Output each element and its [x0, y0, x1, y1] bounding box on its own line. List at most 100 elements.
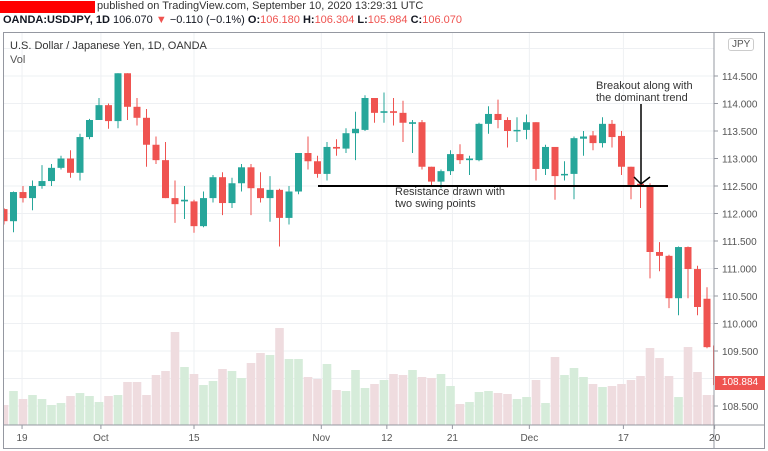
price-tick-label: 112.500: [722, 182, 758, 193]
volume-bar: [75, 393, 85, 425]
candle-body: [599, 123, 606, 144]
time-tick-label: 15: [188, 433, 200, 444]
candle-body: [409, 122, 416, 124]
candle-body: [114, 73, 122, 122]
volume-bar: [9, 391, 18, 425]
volume-bar: [484, 391, 493, 425]
chart-title: U.S. Dollar / Japanese Yen, 1D, OANDA: [10, 40, 207, 52]
volume-bar: [598, 387, 607, 425]
volume-bar: [199, 385, 208, 425]
currency-badge[interactable]: JPY: [728, 38, 755, 51]
candle-body: [152, 144, 160, 161]
volume-bar: [664, 376, 674, 425]
candle-body: [342, 133, 350, 149]
volume-bar: [237, 378, 246, 425]
volume-bar: [398, 375, 408, 425]
candle-body: [361, 98, 369, 130]
candle-body: [684, 247, 692, 270]
volume-bar: [313, 379, 322, 425]
volume-bar: [28, 395, 37, 425]
volume-bar: [104, 396, 113, 425]
symbol: OANDA:USDJPY, 1D: [3, 14, 110, 26]
price-tick-label: 113.000: [722, 155, 758, 166]
volume-bar: [56, 403, 66, 425]
last-price: 106.070: [113, 14, 153, 26]
volume-bar: [560, 375, 569, 425]
time-tick-label: Oct: [93, 433, 109, 444]
candle-body: [285, 191, 293, 218]
volume-bar: [170, 332, 180, 425]
candle-body: [57, 158, 65, 168]
volume-bar: [465, 402, 474, 425]
candle-body: [10, 192, 17, 222]
volume-bar: [284, 359, 294, 425]
candle-body: [646, 186, 654, 252]
volume-bar: [455, 404, 465, 425]
price-tick-label: 114.500: [722, 72, 758, 83]
volume-bar: [493, 393, 503, 425]
volume-bar: [417, 377, 427, 425]
candle-body: [475, 123, 483, 161]
price-tick-label: 112.000: [722, 210, 758, 221]
candle-body: [561, 173, 568, 176]
open-label: O:: [247, 14, 261, 26]
volume-bar: [351, 370, 360, 425]
volume-bar: [123, 382, 132, 425]
down-arrow-icon: ▼: [155, 14, 167, 26]
volume-bar: [18, 399, 28, 425]
volume-bar: [579, 377, 588, 425]
candle-body: [380, 111, 388, 113]
candle-body: [200, 198, 207, 227]
volume-bar: [37, 399, 47, 425]
volume-bar: [446, 386, 455, 425]
volume-bar: [683, 347, 693, 425]
volume-bar: [4, 405, 9, 425]
candle-body: [76, 137, 84, 173]
volume-bar: [132, 382, 142, 425]
volume-bar: [66, 396, 75, 425]
candle-body: [228, 183, 236, 204]
volume-bar: [379, 380, 389, 425]
volume-bar: [189, 374, 199, 425]
volume-bar: [712, 395, 714, 425]
chart-frame: [3, 32, 765, 449]
last-price-badge: 108.884: [715, 376, 765, 390]
candle-body: [333, 146, 340, 149]
volume-bar: [265, 355, 275, 425]
plot-area: [4, 33, 714, 425]
breakout-text-2: the dominant trend: [596, 92, 688, 104]
candle-body: [494, 113, 502, 120]
candle-body: [86, 120, 93, 138]
candle-body: [162, 160, 169, 199]
published-info: published on TradingView.com, September …: [97, 0, 424, 12]
candle-body: [504, 120, 511, 131]
volume-bar: [227, 371, 237, 425]
volume-bar: [588, 384, 598, 425]
candle-body: [532, 122, 540, 169]
candle-body: [209, 177, 217, 199]
candle-body: [542, 146, 549, 169]
candle-body: [637, 183, 644, 186]
arrowhead-icon: [633, 176, 651, 185]
volume-bar: [541, 403, 550, 425]
candle-body: [656, 252, 663, 256]
price-tick-label: 113.500: [722, 127, 758, 138]
candle-body: [447, 154, 454, 172]
candle-body: [551, 146, 559, 177]
volume-bar: [702, 395, 712, 425]
candle-body: [580, 136, 587, 139]
resistance-text-1: Resistance drawn with: [395, 186, 506, 198]
resistance-annotation: Resistance drawn with two swing points: [395, 186, 505, 210]
candle-body: [48, 167, 55, 182]
volume-bar: [531, 380, 541, 425]
price-tick-label: 111.000: [722, 265, 757, 276]
candle-body: [314, 161, 321, 174]
volume-bar: [512, 399, 522, 425]
candle-body: [295, 153, 302, 192]
candle-body: [485, 113, 492, 124]
volume-bar: [655, 358, 664, 425]
candle-body: [523, 122, 530, 130]
price-tick-label: 108.500: [722, 402, 759, 413]
time-tick-label: Dec: [520, 433, 538, 444]
